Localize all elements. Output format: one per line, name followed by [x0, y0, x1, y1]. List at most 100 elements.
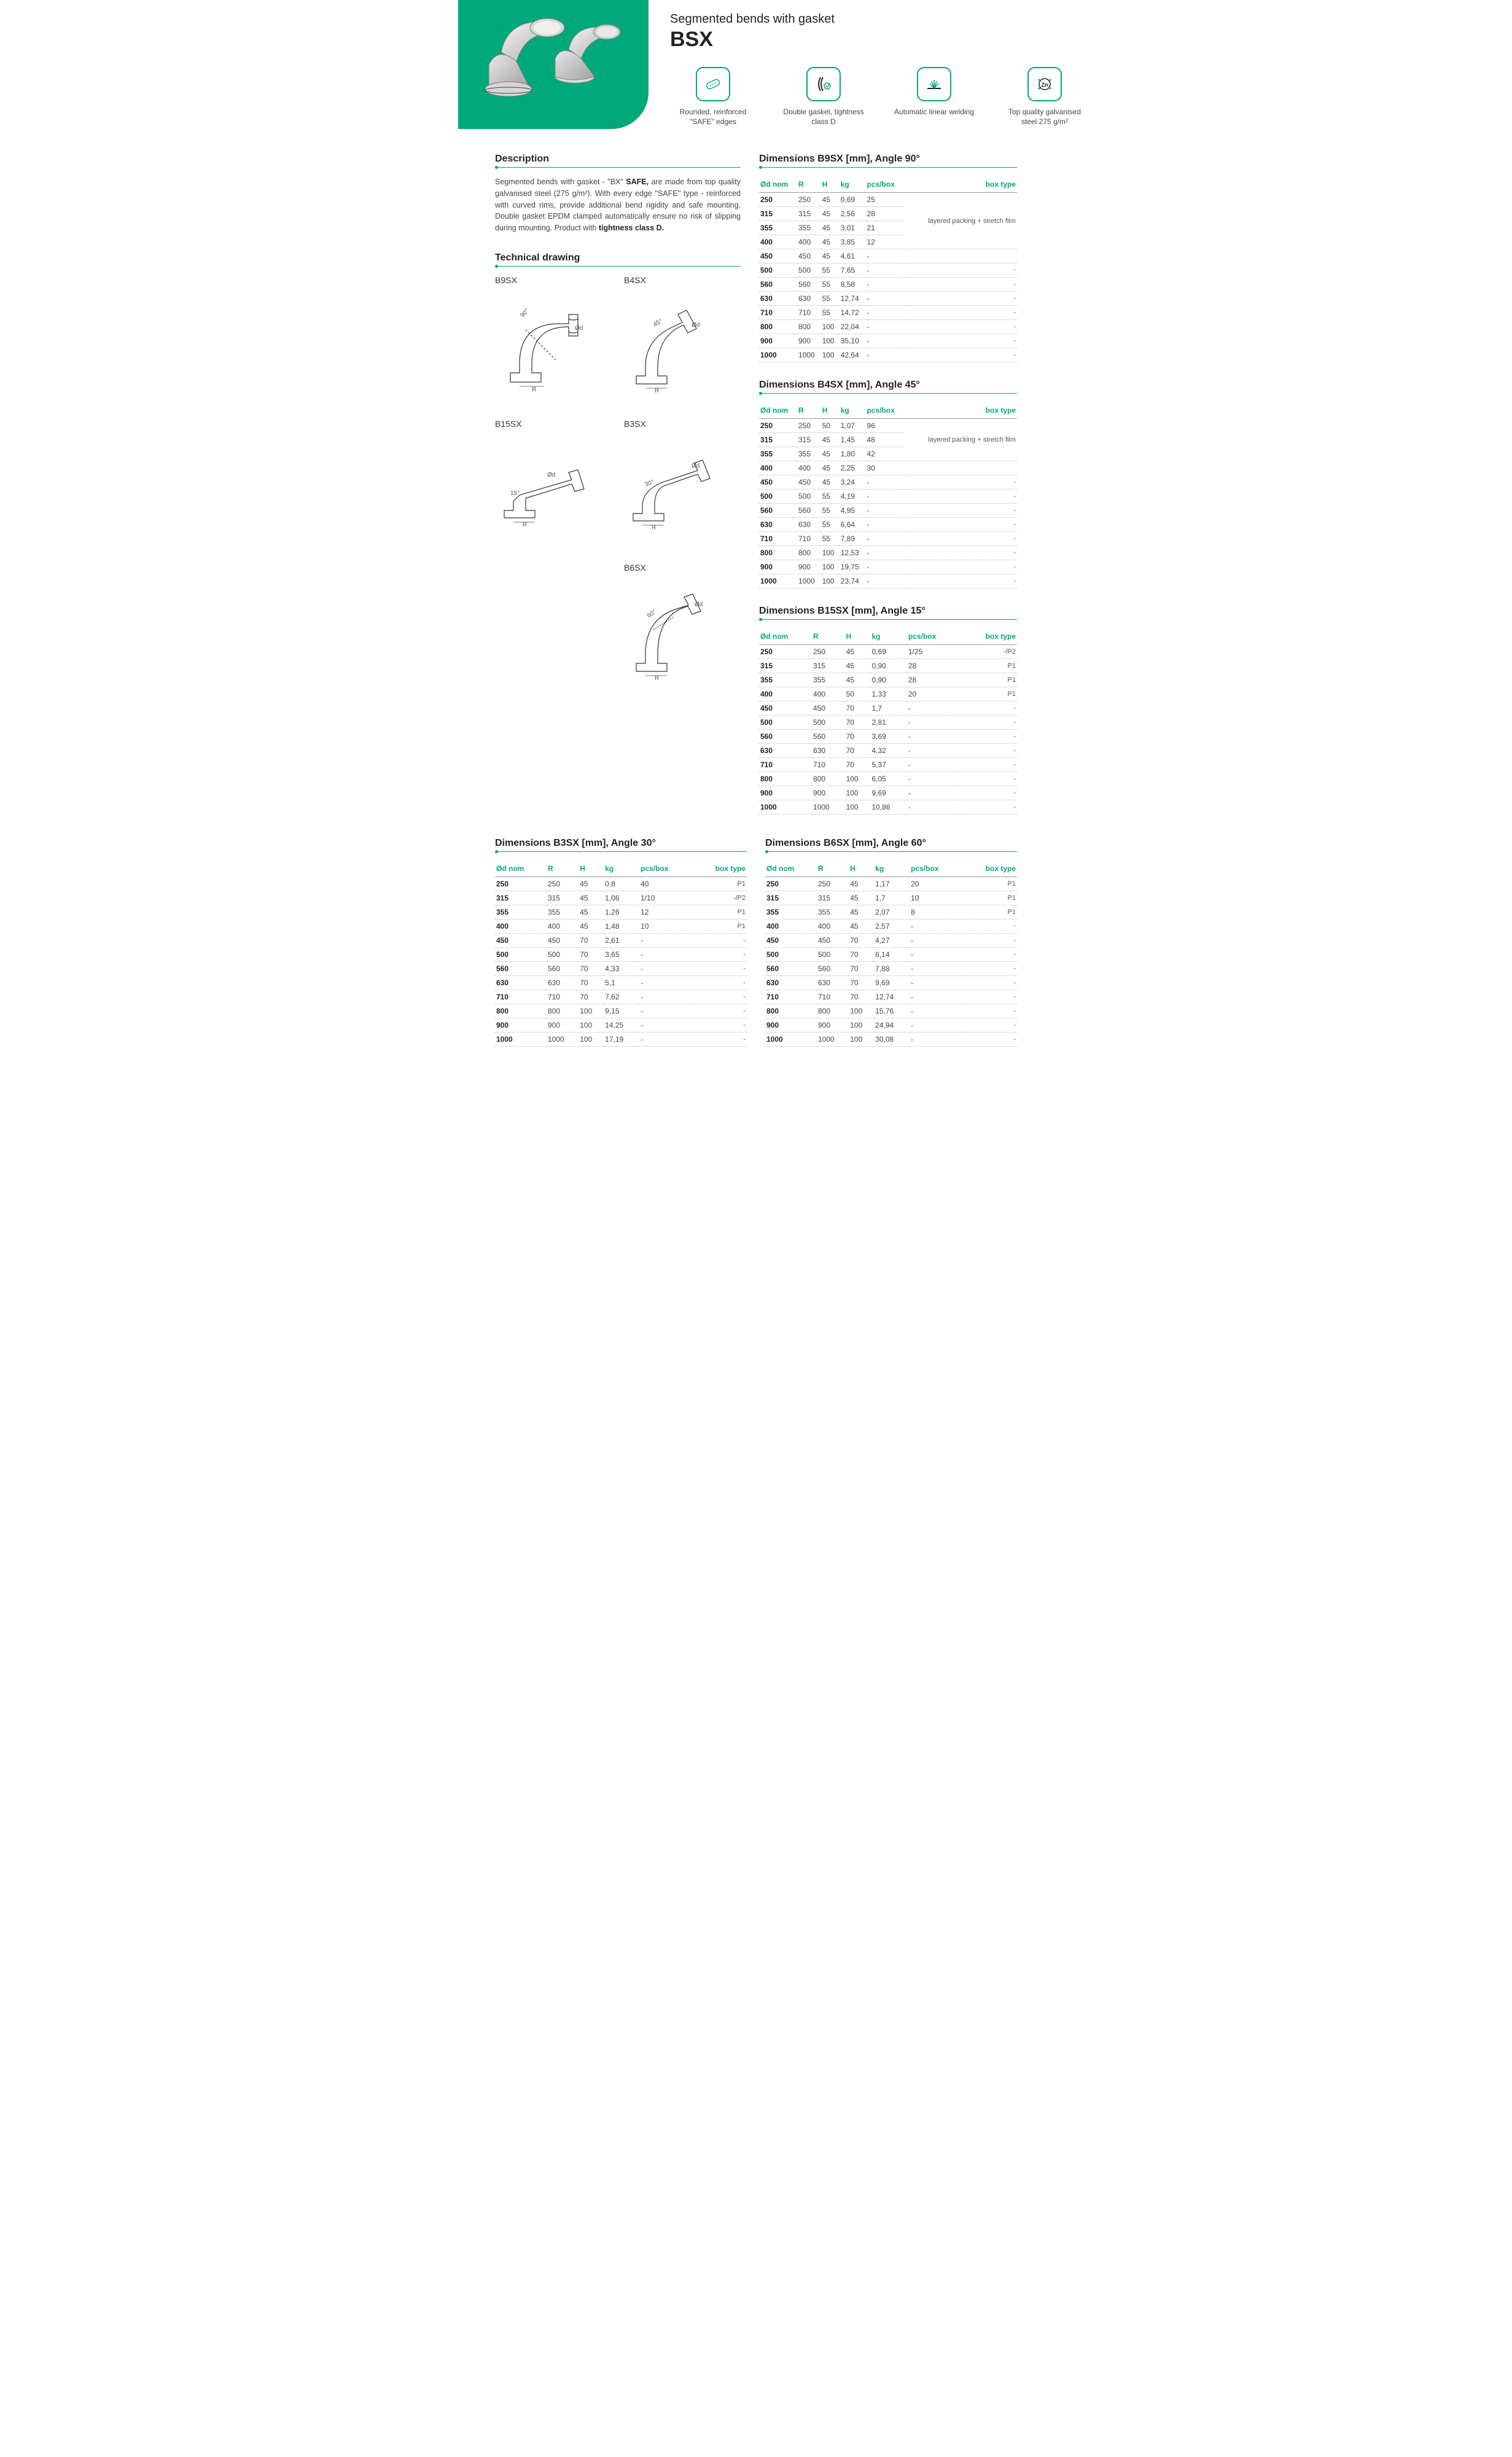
- table-cell: 710: [759, 306, 797, 320]
- table-cell: 70: [579, 976, 604, 990]
- table-cell: 45: [849, 905, 874, 920]
- table-cell: 4,33: [604, 962, 639, 976]
- table-row: 560560558,58--: [759, 278, 1017, 292]
- table-cell: 19,75: [840, 560, 866, 574]
- svg-text:Ød: Ød: [692, 463, 699, 469]
- table-cell: 900: [817, 1018, 849, 1033]
- table-cell: 250: [812, 645, 845, 659]
- table-cell: -: [866, 475, 904, 490]
- table-cell: 500: [765, 948, 817, 962]
- table-cell: 400: [759, 461, 797, 475]
- table-cell: 1,33: [870, 687, 906, 701]
- table-cell: 1/25: [907, 645, 960, 659]
- table-cell: -: [907, 786, 960, 800]
- table-row: 710710557,89--: [759, 532, 1017, 546]
- svg-text:45°: 45°: [652, 318, 664, 328]
- weld-icon: [917, 67, 951, 101]
- table-cell: 28: [866, 207, 904, 221]
- table-row: 500500702,81--: [759, 716, 1017, 730]
- table-cell: 800: [759, 320, 797, 334]
- safe-edge-icon: [696, 67, 730, 101]
- table-cell: 315: [812, 659, 845, 673]
- table-cell: 70: [849, 976, 874, 990]
- table-cell: 45: [579, 877, 604, 891]
- svg-text:Ød: Ød: [692, 322, 699, 329]
- table-row: 1000100010010,86--: [759, 800, 1017, 814]
- table-cell: 28: [907, 673, 960, 687]
- tech-drawing-heading: Technical drawing: [495, 252, 741, 267]
- table-cell: 15,76: [874, 1004, 910, 1018]
- table-cell: 7,89: [840, 532, 866, 546]
- table-cell: 450: [759, 249, 797, 264]
- table-cell: 710: [765, 990, 817, 1004]
- table-cell: 1,45: [840, 433, 866, 447]
- table-cell: 1,26: [604, 905, 639, 920]
- table-cell: 45: [821, 235, 840, 249]
- table-row: 400400452,2530: [759, 461, 1017, 475]
- feature-safe-edges: Rounded, reinforced "SAFE" edges: [670, 67, 756, 127]
- table-cell: -: [910, 990, 961, 1004]
- table-header: H: [579, 861, 604, 877]
- table-row: 500500557,65--: [759, 264, 1017, 278]
- table-cell: 900: [797, 560, 821, 574]
- table-b4sx: Ød nomRHkgpcs/boxbox type250250501,0796l…: [759, 402, 1017, 588]
- table-cell: -: [907, 772, 960, 786]
- table-cell: 1000: [797, 348, 821, 362]
- table-cell: 630: [759, 744, 812, 758]
- table-row: 400400451,4810P1: [495, 920, 747, 934]
- table-cell: 42,64: [840, 348, 866, 362]
- table-cell: 800: [765, 1004, 817, 1018]
- table-cell: 3,69: [870, 730, 906, 744]
- table-header: Ød nom: [495, 861, 547, 877]
- table-row: 315315451,061/10-/P2: [495, 891, 747, 905]
- feature-row: Rounded, reinforced "SAFE" edges Double …: [649, 67, 1088, 127]
- table-cell: 55: [821, 518, 840, 532]
- table-cell: [904, 461, 1017, 475]
- table-cell: P1: [960, 673, 1017, 687]
- table-cell: 710: [759, 758, 812, 772]
- table-cell: 560: [759, 278, 797, 292]
- table-cell: -: [639, 1018, 691, 1033]
- table-header: R: [812, 628, 845, 645]
- table-cell: 4,19: [840, 490, 866, 504]
- table-row: 355355450,9028P1: [759, 673, 1017, 687]
- table-cell: 70: [845, 730, 871, 744]
- table-cell: 1,7: [874, 891, 910, 905]
- table-cell: -: [910, 1018, 961, 1033]
- table-cell: 400: [759, 687, 812, 701]
- table-cell: 12: [639, 905, 691, 920]
- svg-text:Zn: Zn: [1042, 82, 1048, 88]
- table-cell: 21: [866, 221, 904, 235]
- table-header: Ød nom: [759, 628, 812, 645]
- table-cell: 560: [797, 504, 821, 518]
- table-cell: -: [907, 800, 960, 814]
- table-row: 450450454,61-: [759, 249, 1017, 264]
- table-row: 1000100010017,19--: [495, 1033, 747, 1047]
- table-header: kg: [840, 402, 866, 419]
- hero-tile: [458, 0, 649, 129]
- table-cell: 500: [817, 948, 849, 962]
- table-cell: 10: [910, 891, 961, 905]
- table-cell: 0,90: [870, 673, 906, 687]
- table-cell: 45: [845, 645, 871, 659]
- table-cell: 560: [495, 962, 547, 976]
- product-code: BSX: [670, 28, 1088, 52]
- table-cell: -: [639, 976, 691, 990]
- table-cell: -: [904, 532, 1017, 546]
- table-header: kg: [874, 861, 910, 877]
- table-cell: 55: [821, 490, 840, 504]
- table-cell: 12,53: [840, 546, 866, 560]
- table-cell: 500: [759, 264, 797, 278]
- table-cell: 10: [639, 920, 691, 934]
- feature-label: Double gasket, tightness class D: [781, 107, 867, 127]
- table-cell: 55: [821, 278, 840, 292]
- table-cell: 630: [817, 976, 849, 990]
- table-cell: 12,74: [840, 292, 866, 306]
- table-cell: 1000: [547, 1033, 579, 1047]
- table-cell: 70: [849, 948, 874, 962]
- table-cell: -: [866, 518, 904, 532]
- desc-pre: Segmented bends with gasket - "BX": [495, 178, 626, 186]
- table-cell: 1000: [495, 1033, 547, 1047]
- svg-text:90°: 90°: [519, 307, 530, 318]
- table-cell: 2,57: [874, 920, 910, 934]
